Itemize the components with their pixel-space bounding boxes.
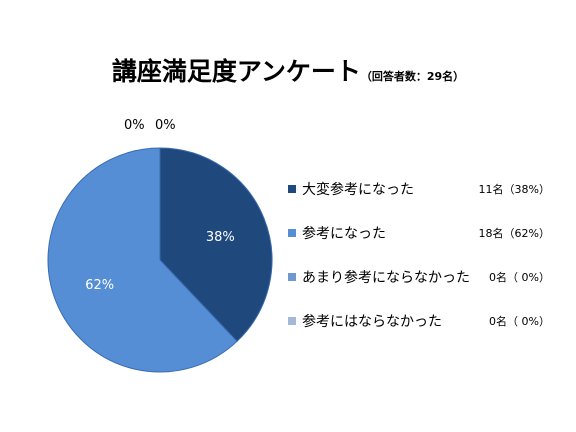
legend-label: 参考になった xyxy=(302,226,386,242)
pie-slice xyxy=(159,147,273,343)
legend-label: 参考にはならなかった xyxy=(302,314,442,330)
legend-item: 大変参考になった 11名（38%） xyxy=(288,176,558,220)
pie-slice xyxy=(47,147,238,373)
legend-item: 参考になった 18名（62%） xyxy=(288,220,558,264)
legend-value: 18名（62%） xyxy=(478,227,550,240)
legend-item: あまり参考にならなかった 0名（ 0%） xyxy=(288,264,558,308)
legend-swatch xyxy=(288,317,296,325)
legend-value: 0名（ 0%） xyxy=(489,271,550,284)
legend-label: あまり参考にならなかった xyxy=(302,270,470,286)
legend: 大変参考になった 11名（38%） 参考になった 18名（62%） あまり参考に… xyxy=(288,176,558,352)
legend-value: 11名（38%） xyxy=(478,183,550,196)
legend-label: 大変参考になった xyxy=(302,182,414,198)
legend-swatch xyxy=(288,273,296,281)
legend-swatch xyxy=(288,229,296,237)
data-label: 0% xyxy=(124,118,145,133)
chart-title-main: 講座満足度アンケート xyxy=(111,57,361,86)
chart-title: 講座満足度アンケート（回答者数：29名） xyxy=(0,52,576,88)
legend-value: 0名（ 0%） xyxy=(489,315,550,328)
data-label: 38% xyxy=(206,230,235,245)
legend-swatch xyxy=(288,185,296,193)
chart-subtitle: （回答者数：29名） xyxy=(360,70,465,83)
legend-item: 参考にはならなかった 0名（ 0%） xyxy=(288,308,558,352)
data-label: 0% xyxy=(155,118,176,133)
data-label: 62% xyxy=(85,278,114,293)
